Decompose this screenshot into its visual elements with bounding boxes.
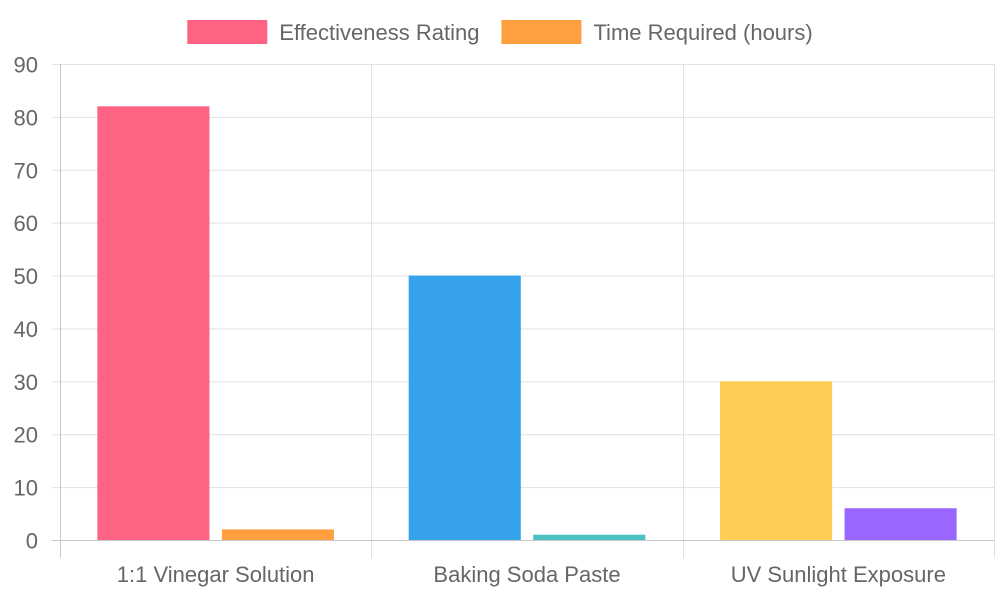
- legend-swatch[interactable]: [501, 20, 582, 44]
- bar[interactable]: [844, 508, 957, 540]
- bars: [97, 106, 957, 541]
- y-tick-label: 10: [14, 476, 38, 501]
- bar[interactable]: [97, 106, 210, 541]
- bar[interactable]: [720, 381, 833, 540]
- y-tick-label: 30: [14, 370, 38, 395]
- y-tick-label: 20: [14, 423, 38, 448]
- x-tick-label: UV Sunlight Exposure: [731, 562, 946, 587]
- y-tick-label: 80: [14, 105, 38, 130]
- y-tick-label: 70: [14, 158, 38, 183]
- y-tick-label: 60: [14, 211, 38, 236]
- bar[interactable]: [221, 529, 334, 540]
- y-tick-label: 0: [26, 529, 38, 554]
- x-tick-label: Baking Soda Paste: [433, 562, 620, 587]
- axes: 0 10 20 30 40 50 60 70 80 90 1:1 Vinegar Solution B…: [14, 53, 994, 587]
- bar[interactable]: [408, 275, 521, 540]
- bar[interactable]: [533, 534, 646, 540]
- legend-label: Effectiveness Rating: [279, 20, 479, 45]
- x-tick-label: 1:1 Vinegar Solution: [117, 562, 315, 587]
- y-tick-label: 50: [14, 264, 38, 289]
- legend-swatch[interactable]: [187, 20, 268, 44]
- legend-label: Time Required (hours): [593, 20, 812, 45]
- legend[interactable]: Effectiveness Rating Time Required (hours…: [187, 20, 813, 45]
- y-tick-label: 40: [14, 317, 38, 342]
- y-tick-label: 90: [14, 53, 38, 78]
